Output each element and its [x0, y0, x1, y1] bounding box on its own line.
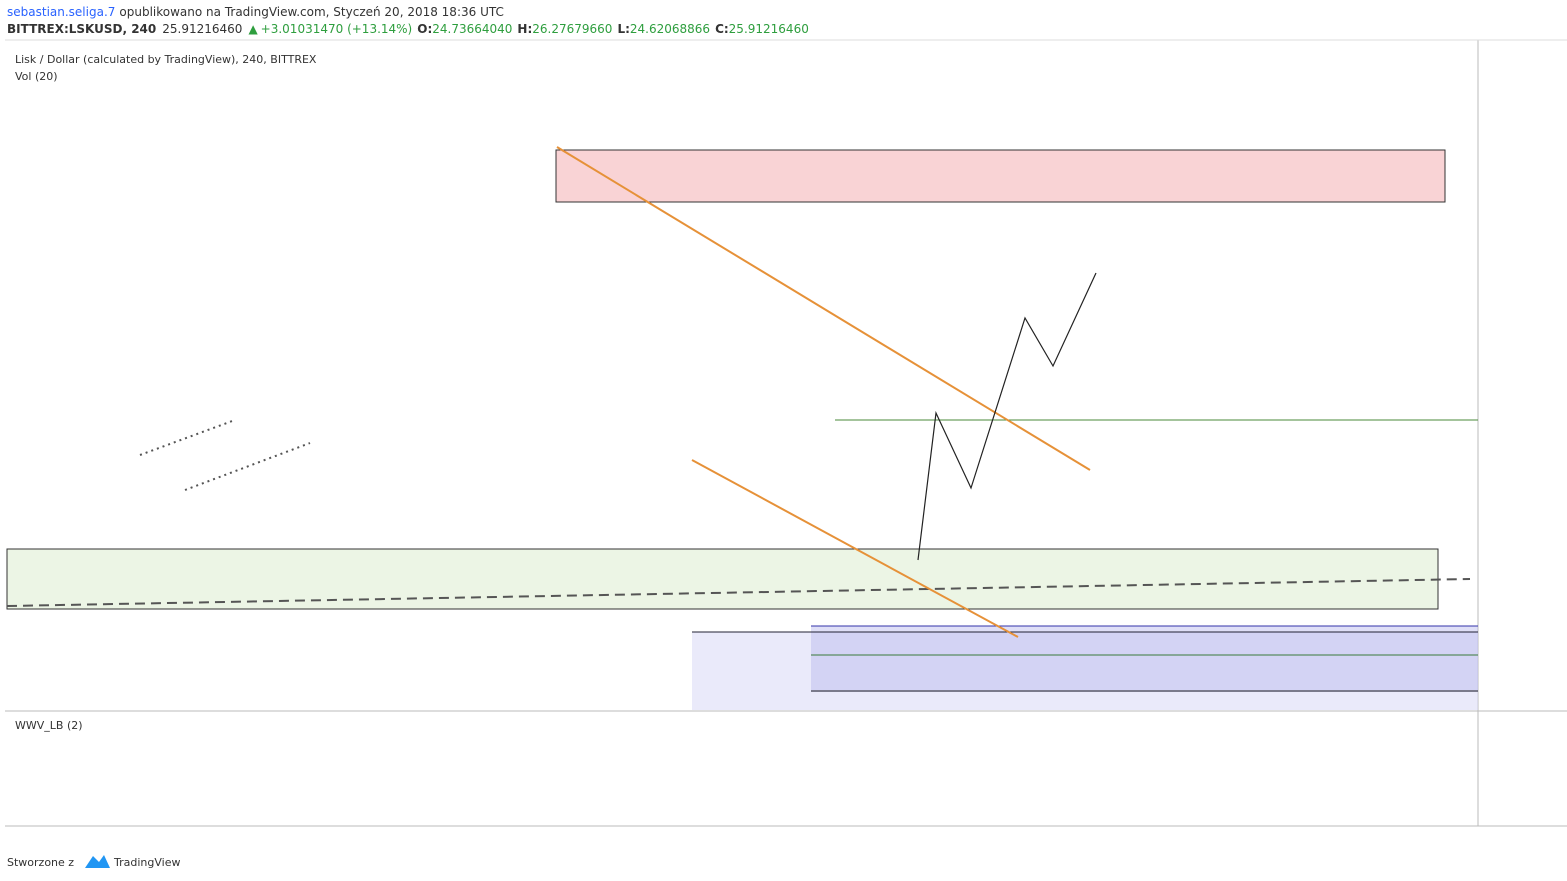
fib-box	[692, 632, 1478, 710]
l-label: L:	[617, 22, 629, 36]
h-label: H:	[517, 22, 532, 36]
c-label: C:	[715, 22, 729, 36]
indicator-label: WWV_LB (2)	[15, 719, 83, 732]
up-arrow: ▲	[248, 22, 258, 36]
last-price: 25.91216460	[162, 22, 242, 36]
change: +3.01031470 (+13.14%)	[261, 22, 413, 36]
channel-line	[556, 146, 1091, 471]
wedge-line	[139, 419, 236, 456]
l-value: 24.62068866	[630, 22, 710, 36]
support-line	[6, 578, 1471, 607]
volume-label: Vol (20)	[15, 70, 58, 83]
o-value: 24.73664040	[432, 22, 512, 36]
o-label: O:	[417, 22, 432, 36]
channel-line	[691, 459, 1019, 638]
h-value: 26.27679660	[532, 22, 612, 36]
footer: Stworzone z TradingView	[7, 855, 180, 869]
wave-projection	[917, 272, 1097, 561]
logo[interactable]	[85, 855, 110, 868]
symbol-line: BITTREX:LSKUSD, 240 25.91216460 ▲ +3.010314…	[7, 22, 809, 36]
header: sebastian.seliga.7 opublikowano na Tradin…	[7, 5, 809, 733]
trend-lines	[556, 146, 1097, 638]
supply-zone	[555, 149, 1446, 203]
wedge-line	[184, 442, 311, 491]
footer-brand[interactable]: TradingView	[113, 856, 180, 869]
chart-title: Lisk / Dollar (calculated by TradingView…	[15, 53, 317, 66]
footer-text: Stworzone z	[7, 856, 74, 869]
header-line: sebastian.seliga.7 opublikowano na Tradin…	[7, 5, 504, 19]
symbol: BITTREX:LSKUSD, 240	[7, 22, 156, 36]
published: opublikowano na TradingView.com, Styczeń…	[119, 5, 503, 19]
drawings	[6, 149, 1478, 710]
c-value: 25.91216460	[729, 22, 809, 36]
fib-box	[811, 626, 1478, 692]
author[interactable]: sebastian.seliga.7	[7, 5, 115, 19]
demand-zone	[6, 548, 1439, 610]
